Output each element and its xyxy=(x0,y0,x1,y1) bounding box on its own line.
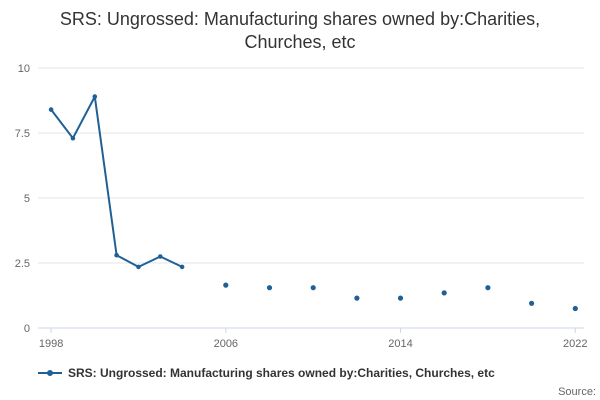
chart-title: SRS: Ungrossed: Manufacturing shares own… xyxy=(0,8,600,53)
y-tick-label: 2.5 xyxy=(15,258,30,270)
y-tick-label: 5 xyxy=(24,193,30,205)
data-point-marker[interactable] xyxy=(136,264,141,270)
data-point-marker[interactable] xyxy=(572,305,578,312)
chart-title-text: SRS: Ungrossed: Manufacturing shares own… xyxy=(59,9,541,52)
legend-line-marker-icon xyxy=(38,370,62,376)
line-chart-plot: 0 2.5 5 7.5 10 1998 2006 2014 2022 xyxy=(15,63,588,350)
data-point-marker[interactable] xyxy=(529,300,535,306)
y-tick-label: 7.5 xyxy=(15,128,30,140)
data-point-marker[interactable] xyxy=(92,94,98,99)
x-tick-label: 2006 xyxy=(214,338,238,350)
x-tick-label: 1998 xyxy=(39,338,63,350)
data-point-marker[interactable] xyxy=(397,295,404,301)
data-point-marker[interactable] xyxy=(223,282,229,288)
series-line[interactable] xyxy=(50,95,184,268)
data-point-marker[interactable] xyxy=(179,264,185,270)
chart-legend[interactable]: SRS: Ungrossed: Manufacturing shares own… xyxy=(38,366,495,380)
data-point-marker[interactable] xyxy=(266,285,273,291)
legend-series-label: SRS: Ungrossed: Manufacturing shares own… xyxy=(68,366,495,380)
data-point-marker[interactable] xyxy=(70,135,76,141)
data-point-marker[interactable] xyxy=(354,295,360,301)
data-point-marker[interactable] xyxy=(48,107,54,112)
y-tick-label: 10 xyxy=(18,63,30,75)
data-point-marker[interactable] xyxy=(158,254,163,259)
y-tick-label: 0 xyxy=(24,323,30,335)
x-tick-label: 2022 xyxy=(563,338,587,350)
data-point-marker[interactable] xyxy=(310,285,316,291)
data-point-marker[interactable] xyxy=(441,290,447,296)
data-point-marker[interactable] xyxy=(114,252,119,258)
x-tick-label: 2014 xyxy=(388,338,412,350)
data-point-marker[interactable] xyxy=(485,285,491,291)
source-credit[interactable]: Source: xyxy=(558,386,596,398)
